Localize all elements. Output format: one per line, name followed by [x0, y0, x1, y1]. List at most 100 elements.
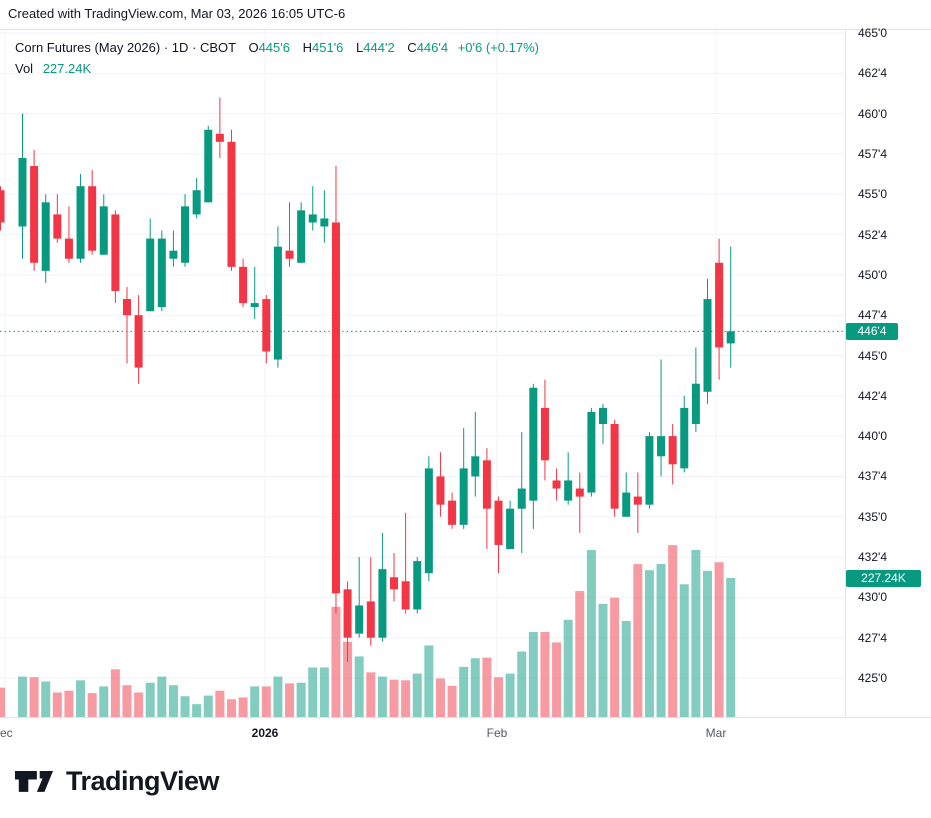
price-tick-label: 460'0 [858, 106, 887, 121]
candle-body [540, 407, 549, 461]
low-value: 444'2 [363, 40, 395, 55]
volume-bar [41, 681, 51, 717]
volume-bar [203, 695, 213, 717]
candle-body [88, 186, 97, 251]
high-value: 451'6 [312, 40, 344, 55]
volume-bar [575, 590, 585, 717]
volume-bar [18, 676, 27, 717]
candlestick-chart [0, 29, 931, 718]
candle-body [506, 508, 515, 549]
volume-bar [180, 696, 190, 717]
time-tick-label: ec [0, 726, 13, 740]
volume-bar [110, 669, 120, 717]
volume-bar [517, 651, 527, 717]
legend: Corn Futures (May 2026) · 1D · CBOT O445… [15, 38, 539, 79]
volume-bar [610, 597, 620, 717]
volume-bar [64, 690, 74, 717]
volume-bar [226, 699, 236, 717]
candle-body [30, 166, 39, 263]
candle-body [633, 496, 642, 505]
volume-label: Vol [15, 61, 34, 76]
price-tick-label: 447'4 [858, 308, 887, 323]
legend-volume-row: Vol 227.24K [15, 59, 539, 79]
candle-body [366, 601, 375, 638]
candle-body [413, 561, 422, 610]
volume-bar [470, 658, 480, 717]
candle-body [436, 476, 445, 505]
volume-bar [702, 570, 712, 717]
candle-body [53, 214, 62, 239]
volume-bar [192, 704, 202, 717]
candle-body [146, 238, 155, 312]
close-value: 446'4 [416, 40, 449, 55]
price-tick-label: 452'4 [858, 227, 887, 242]
volume-bar [366, 672, 376, 717]
candle-body [587, 411, 596, 493]
candle-body [424, 468, 433, 574]
volume-bar [482, 657, 492, 717]
tradingview-logo-text: TradingView [66, 766, 220, 796]
volume-bar [215, 690, 225, 717]
volume-bar [552, 642, 562, 717]
volume-bar [261, 686, 271, 717]
price-tick-label: 430'0 [858, 590, 887, 605]
candle-body [99, 206, 108, 255]
candle-body [680, 407, 689, 469]
volume-bar [528, 631, 538, 717]
volume-bar [145, 682, 155, 717]
volume-bar [273, 676, 283, 717]
candle-body [111, 214, 120, 291]
candle-body [494, 500, 503, 545]
volume-bar [586, 550, 596, 717]
candle-body [331, 222, 340, 594]
tradingview-logo[interactable]: TradingView [15, 766, 220, 797]
volume-bar [122, 685, 132, 717]
candle-body [169, 250, 178, 259]
candle-body [448, 500, 457, 525]
volume-bar [540, 631, 550, 717]
candle-body [343, 589, 352, 638]
candle-body [192, 190, 201, 215]
candle-body [459, 468, 468, 525]
volume-bar [389, 679, 399, 717]
volume-value: 227.24K [42, 61, 92, 76]
candle-body [378, 569, 387, 638]
candle-body [355, 605, 364, 634]
candle-body [703, 299, 712, 392]
tradingview-logo-icon [15, 770, 53, 792]
candle-body [285, 250, 294, 259]
volume-bar [52, 692, 62, 717]
volume-bar [447, 685, 457, 717]
price-tick-label: 465'0 [858, 26, 887, 40]
price-tick-label: 440'0 [858, 429, 887, 444]
volume-bar [354, 656, 364, 717]
volume-bar [87, 693, 97, 717]
candle-body [0, 190, 5, 223]
candle-body [262, 299, 271, 352]
volume-bar [668, 545, 678, 717]
price-tick-label: 462'4 [858, 66, 887, 81]
volume-bar [308, 667, 318, 717]
volume-bar [285, 683, 295, 717]
price-tick-label: 427'4 [858, 630, 887, 645]
volume-bar [250, 686, 260, 717]
price-tick-label: 455'0 [858, 187, 887, 202]
candle-body [320, 218, 329, 227]
volume-bar [424, 645, 434, 717]
last-price-badge: 446'4 [846, 322, 898, 340]
volume-bar [134, 692, 144, 717]
symbol-title[interactable]: Corn Futures (May 2026) · 1D · CBOT [15, 40, 236, 55]
candle-body [471, 456, 480, 477]
candle-body [18, 157, 27, 227]
volume-bar [656, 564, 666, 717]
price-tick-label: 425'0 [858, 671, 887, 685]
candle-body [564, 480, 573, 501]
candle-body [308, 214, 317, 223]
candle-body [575, 488, 584, 497]
volume-bar [459, 666, 469, 717]
candle-body [691, 383, 700, 425]
volume-bar [377, 676, 387, 717]
candle-body [517, 488, 526, 509]
candle-body [181, 206, 190, 263]
